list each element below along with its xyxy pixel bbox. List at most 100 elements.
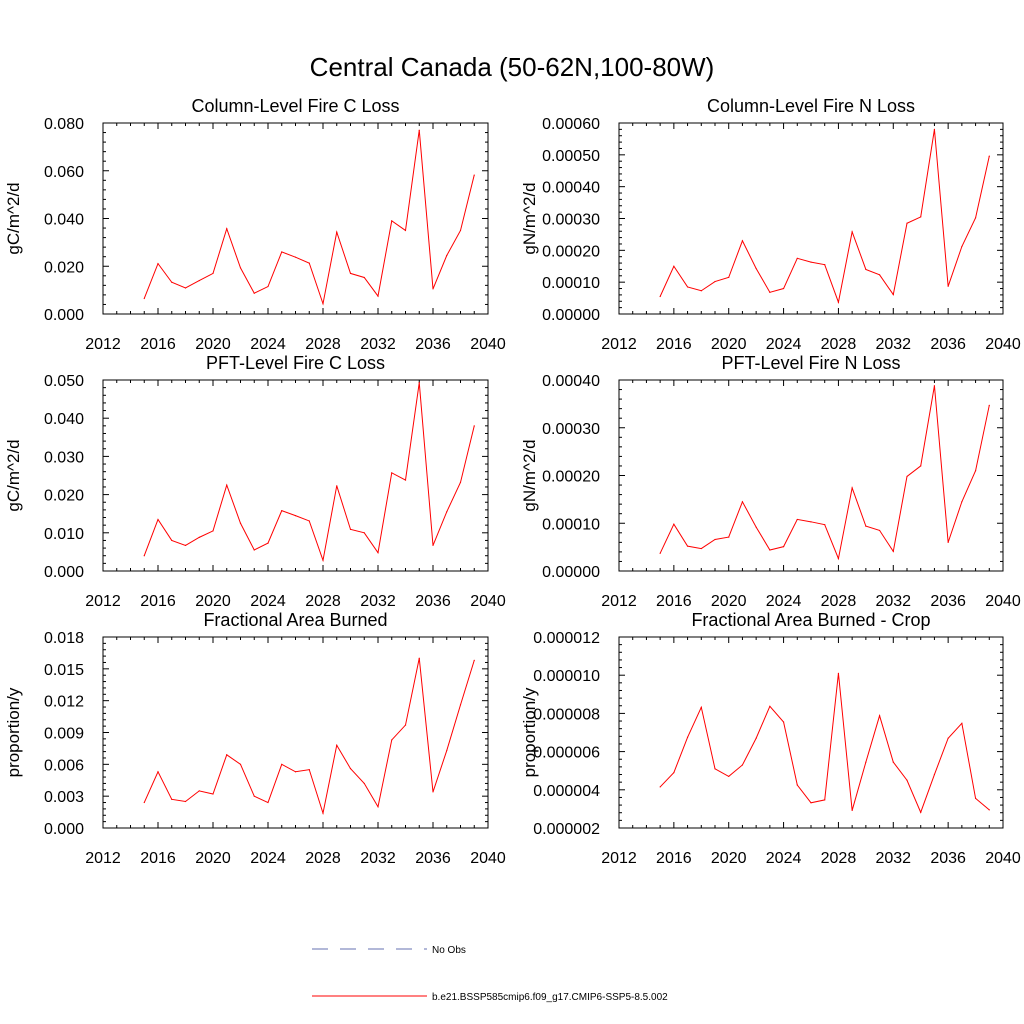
- data-point: [810, 261, 812, 263]
- data-point: [961, 501, 963, 503]
- x-tick-label: 2016: [656, 850, 692, 867]
- data-point: [714, 768, 716, 770]
- data-point: [267, 542, 269, 544]
- data-point: [728, 536, 730, 538]
- data-point: [659, 295, 661, 298]
- data-point: [892, 550, 894, 553]
- data-point: [796, 784, 798, 786]
- data-point: [184, 800, 187, 803]
- data-point: [673, 523, 675, 525]
- data-point: [171, 798, 173, 800]
- x-tick-label: 2028: [305, 850, 341, 867]
- chart-panel-pft-level-fire-c-loss: PFT-Level Fire C Loss gC/m^2/d 2012 2016 202…: [4, 353, 506, 610]
- data-point: [769, 549, 771, 551]
- data-point: [741, 501, 744, 503]
- data-point: [755, 526, 757, 528]
- data-point: [184, 544, 187, 547]
- data-point: [336, 231, 338, 233]
- data-point: [851, 809, 853, 812]
- data-point: [741, 764, 744, 766]
- y-tick-label: 0.00020: [542, 243, 600, 260]
- plot-frame: [102, 122, 489, 315]
- data-point: [377, 295, 379, 297]
- x-tick-label: 2028: [821, 593, 857, 610]
- data-point: [865, 268, 867, 271]
- data-point: [349, 272, 352, 275]
- series-line: [143, 130, 475, 306]
- x-tick-label: 2024: [250, 336, 286, 353]
- x-tick-label: 2032: [360, 850, 396, 867]
- plot-frame: [102, 379, 489, 572]
- panel-title: Column-Level Fire N Loss: [707, 96, 915, 116]
- data-point: [308, 520, 310, 522]
- y-tick-label: 0.000: [44, 564, 84, 581]
- y-tick-label: 0.080: [44, 116, 84, 133]
- y-axis-label: gC/m^2/d: [4, 182, 23, 254]
- y-tick-label: 0.00010: [542, 516, 600, 533]
- figure-title: Central Canada (50-62N,100-80W): [310, 52, 715, 82]
- x-tick-label: 2012: [85, 850, 121, 867]
- data-point: [974, 470, 977, 472]
- data-point: [933, 128, 936, 130]
- data-point: [974, 217, 977, 219]
- y-tick-label: 0.00020: [542, 469, 600, 486]
- data-point: [418, 129, 420, 131]
- y-tick-label: 0.00030: [542, 421, 600, 438]
- data-point: [377, 552, 379, 554]
- data-point: [391, 739, 393, 741]
- y-axis-label: proportion/y: [4, 687, 23, 777]
- y-tick-label: 0.00000: [542, 564, 600, 581]
- data-point: [432, 791, 434, 793]
- y-axis-label: gC/m^2/d: [4, 439, 23, 511]
- data-point: [198, 536, 200, 538]
- data-point: [810, 802, 812, 804]
- data-point: [459, 229, 462, 232]
- legend-label-model-run: b.e21.BSSP585cmip6.f09_g17.CMIP6-SSP5-8.…: [432, 992, 668, 1003]
- data-point: [239, 522, 242, 524]
- data-point: [391, 220, 393, 222]
- y-axis-label: gN/m^2/d: [520, 182, 539, 254]
- data-point: [281, 763, 283, 765]
- panel-title: Column-Level Fire C Loss: [191, 96, 399, 116]
- data-point: [432, 288, 434, 290]
- data-point: [700, 706, 702, 708]
- data-point: [267, 801, 269, 804]
- data-point: [363, 276, 365, 279]
- data-point: [755, 737, 757, 739]
- data-point: [851, 487, 853, 489]
- data-point: [824, 799, 826, 801]
- x-tick-label: 2020: [711, 593, 747, 610]
- data-point: [974, 797, 977, 799]
- y-tick-label: 0.030: [44, 449, 84, 466]
- data-point: [336, 485, 338, 487]
- plot-frame: [618, 122, 1004, 315]
- data-point: [336, 744, 338, 746]
- data-point: [473, 659, 475, 661]
- plot-frame: [102, 636, 489, 829]
- data-point: [404, 229, 407, 232]
- data-point: [212, 793, 214, 795]
- data-point: [755, 267, 757, 270]
- x-tick-label: 2016: [140, 850, 176, 867]
- data-point: [308, 769, 310, 771]
- y-tick-label: 0.000006: [533, 745, 600, 762]
- data-point: [143, 297, 145, 300]
- chart-panel-column-level-fire-n-loss: Column-Level Fire N Loss gN/m^2/d 2012 2016…: [520, 96, 1021, 353]
- x-tick-label: 2040: [985, 850, 1021, 867]
- data-point: [769, 291, 771, 293]
- y-tick-label: 0.012: [44, 694, 84, 711]
- data-point: [157, 263, 159, 265]
- y-tick-label: 0.00030: [542, 212, 600, 229]
- y-tick-label: 0.000: [44, 821, 84, 838]
- y-tick-label: 0.020: [44, 488, 84, 505]
- y-tick-label: 0.00010: [542, 275, 600, 292]
- x-tick-label: 2032: [875, 850, 911, 867]
- data-point: [198, 279, 200, 282]
- y-tick-label: 0.000004: [533, 783, 600, 800]
- data-point: [673, 772, 675, 774]
- x-tick-label: 2016: [140, 336, 176, 353]
- data-point: [686, 545, 689, 547]
- data-point: [322, 812, 324, 814]
- x-tick-label: 2028: [305, 593, 341, 610]
- data-point: [143, 801, 145, 804]
